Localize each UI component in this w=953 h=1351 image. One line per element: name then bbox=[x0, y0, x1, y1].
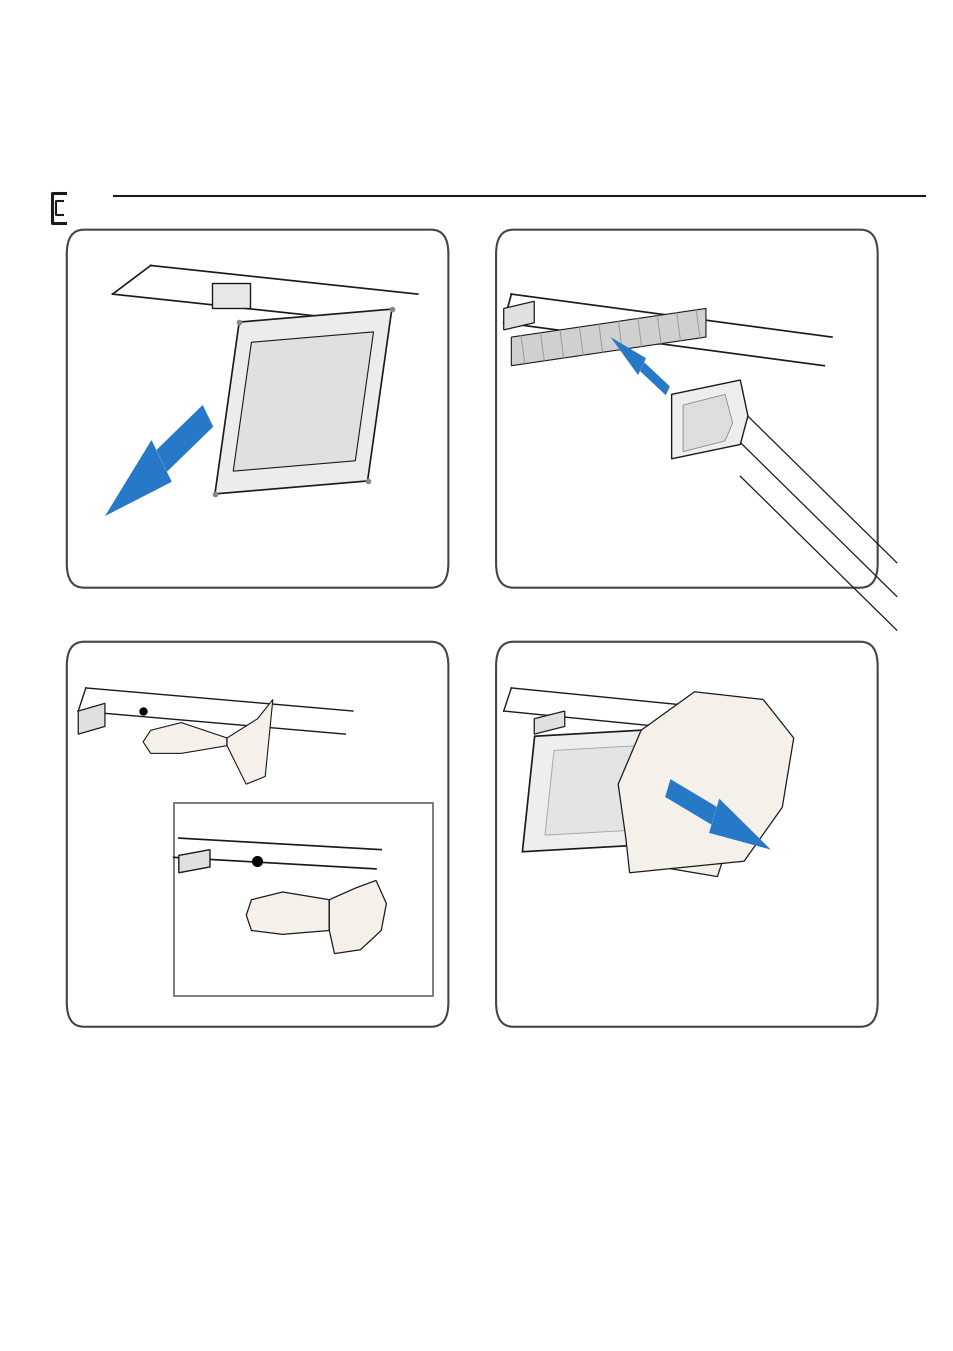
Polygon shape bbox=[534, 711, 564, 734]
Polygon shape bbox=[105, 440, 172, 516]
Polygon shape bbox=[708, 798, 770, 850]
Polygon shape bbox=[233, 332, 374, 471]
Polygon shape bbox=[227, 700, 273, 784]
Polygon shape bbox=[329, 881, 386, 954]
Polygon shape bbox=[214, 309, 392, 494]
Polygon shape bbox=[156, 405, 213, 471]
Polygon shape bbox=[544, 740, 721, 835]
Polygon shape bbox=[143, 723, 227, 754]
Polygon shape bbox=[664, 780, 716, 824]
FancyBboxPatch shape bbox=[496, 642, 877, 1027]
Polygon shape bbox=[629, 823, 724, 877]
Polygon shape bbox=[671, 380, 747, 459]
FancyBboxPatch shape bbox=[67, 642, 448, 1027]
Polygon shape bbox=[610, 338, 645, 376]
Polygon shape bbox=[78, 704, 105, 734]
Polygon shape bbox=[618, 692, 793, 873]
Polygon shape bbox=[639, 362, 669, 396]
Polygon shape bbox=[682, 394, 732, 451]
FancyBboxPatch shape bbox=[496, 230, 877, 588]
Polygon shape bbox=[246, 892, 329, 935]
Bar bbox=[173, 804, 433, 996]
Polygon shape bbox=[503, 301, 534, 330]
FancyBboxPatch shape bbox=[67, 230, 448, 588]
Polygon shape bbox=[511, 308, 705, 366]
Polygon shape bbox=[178, 850, 210, 873]
Bar bbox=[212, 284, 250, 308]
Polygon shape bbox=[522, 724, 743, 851]
